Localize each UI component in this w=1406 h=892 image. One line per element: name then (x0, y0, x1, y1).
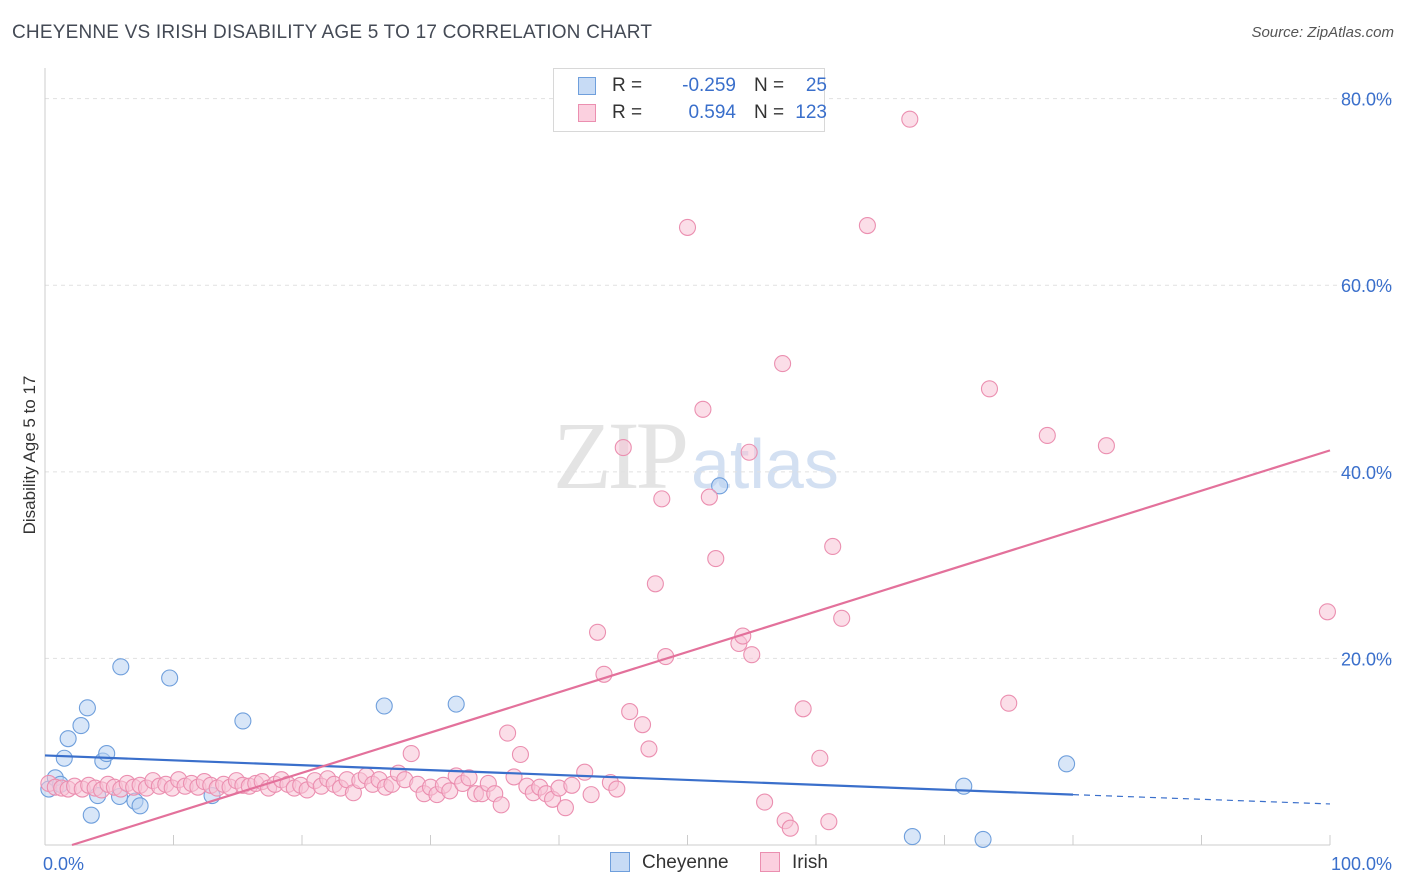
cheyenne-point (112, 658, 130, 676)
cheyenne-point (59, 730, 77, 748)
irish-point (441, 782, 459, 800)
cheyenne-point (131, 797, 149, 815)
irish-point (640, 740, 658, 758)
legend-r-value: -0.259 (682, 75, 736, 96)
irish-point (833, 609, 851, 627)
irish-point (1318, 603, 1336, 621)
cheyenne-point (711, 477, 729, 495)
irish-point (901, 110, 919, 128)
irish-point (820, 813, 838, 831)
cheyenne-point (1058, 755, 1076, 773)
cheyenne-point (98, 745, 116, 763)
cheyenne-point (955, 777, 973, 795)
irish-point (707, 550, 725, 568)
irish-point (794, 700, 812, 718)
irish-point (678, 218, 697, 236)
y-tick-label: 60.0% (1341, 276, 1392, 296)
cheyenne-swatch (578, 77, 596, 95)
stats-legend: R = -0.259 N = 25 R = 0.594 N = 123 (553, 68, 827, 132)
irish-point (492, 796, 510, 814)
legend-irish-label: Irish (792, 852, 828, 873)
legend-n-label: N = (754, 75, 785, 96)
irish-legend-swatch (760, 852, 780, 872)
cheyenne-trend-extension (1072, 794, 1331, 805)
irish-point (743, 646, 761, 664)
y-tick-label: 40.0% (1341, 463, 1392, 483)
legend-cheyenne-label: Cheyenne (642, 852, 729, 873)
legend-r-value: 0.594 (688, 102, 736, 123)
cheyenne-point (55, 749, 73, 767)
irish-point (740, 443, 758, 461)
legend-n-value: 25 (805, 75, 827, 96)
source-credit: Source: ZipAtlas.com (1251, 24, 1394, 41)
irish-point (646, 575, 664, 593)
irish-point (1097, 437, 1115, 455)
irish-point (614, 439, 632, 457)
legend-n-label: N = (754, 102, 785, 123)
irish-point (980, 380, 999, 398)
y-tick-label: 20.0% (1341, 649, 1392, 669)
x-tick-label: 0.0% (43, 854, 84, 874)
irish-point (582, 786, 600, 804)
cheyenne-point (447, 695, 465, 713)
irish-point (756, 793, 774, 811)
irish-point (824, 537, 842, 556)
y-tick-label: 80.0% (1341, 90, 1392, 110)
legend-n-value: 123 (795, 102, 827, 123)
irish-swatch (578, 104, 596, 122)
cheyenne-point (78, 699, 96, 717)
y-axis-label: Disability Age 5 to 17 (20, 375, 39, 535)
cheyenne-point (82, 806, 100, 824)
cheyenne-legend-swatch (610, 852, 630, 872)
legend-item-irish: Irish (760, 852, 828, 874)
irish-point (460, 769, 478, 787)
cheyenne-point (234, 712, 252, 730)
irish-point (556, 799, 574, 817)
x-tick-label: 100.0% (1331, 854, 1392, 874)
irish-point (588, 623, 607, 641)
irish-point (700, 488, 718, 506)
irish-trend-line (71, 449, 1331, 847)
chart-title: CHEYENNE VS IRISH DISABILITY AGE 5 TO 17… (12, 22, 653, 43)
irish-point (499, 724, 517, 742)
irish-point (633, 716, 652, 734)
cheyenne-point (161, 669, 179, 687)
irish-point (1038, 426, 1056, 444)
irish-point (781, 819, 799, 837)
cheyenne-point (903, 828, 921, 846)
cheyenne-point (72, 717, 90, 735)
irish-point (858, 216, 876, 235)
irish-point (811, 749, 829, 767)
cheyenne-point (375, 697, 393, 715)
irish-point (653, 490, 671, 508)
irish-point (511, 745, 530, 764)
cheyenne-point (974, 830, 992, 848)
legend-r-label: R = (612, 102, 643, 123)
legend-r-label: R = (612, 75, 643, 96)
legend-item-cheyenne: Cheyenne (610, 852, 729, 874)
irish-point (621, 703, 639, 721)
irish-point (608, 780, 626, 798)
irish-point (1000, 694, 1018, 712)
irish-point (576, 763, 594, 781)
irish-point (402, 745, 420, 763)
irish-point (563, 776, 581, 794)
irish-point (694, 400, 712, 418)
watermark: ZIPatlas (553, 400, 839, 511)
irish-point (774, 355, 792, 373)
cheyenne-trend-line (44, 754, 1074, 796)
